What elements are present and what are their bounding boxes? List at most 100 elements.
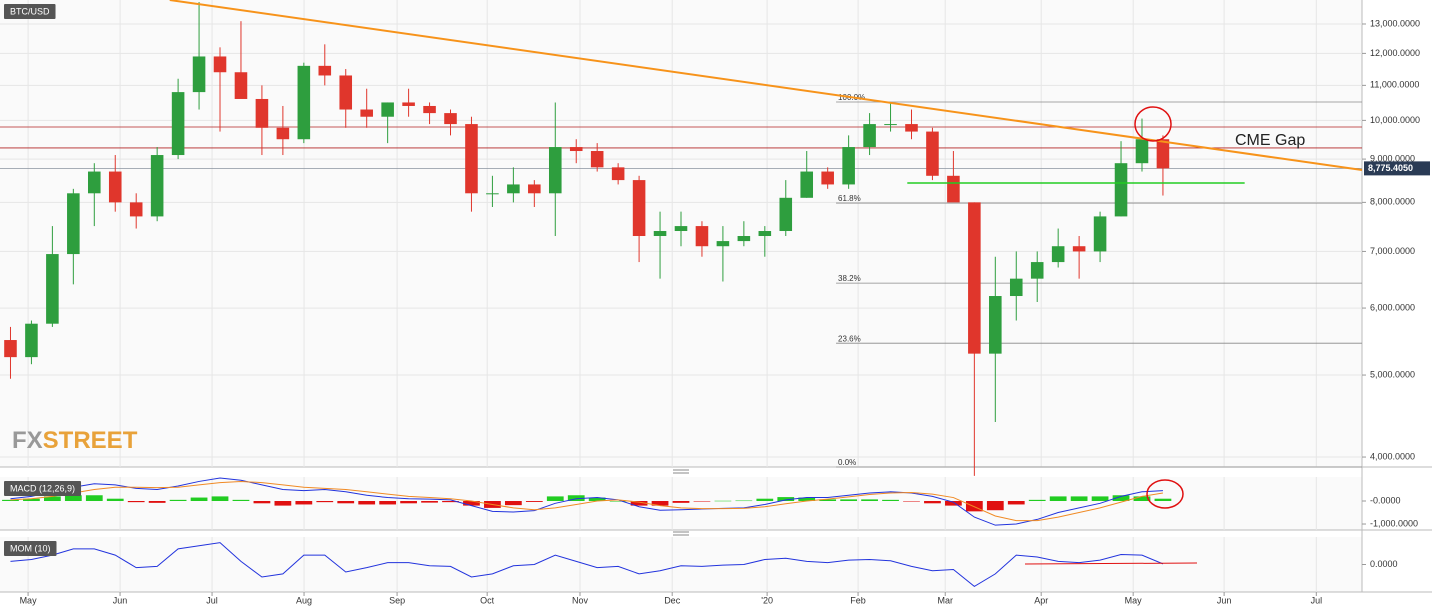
x-tick-label: Mar (937, 595, 953, 605)
histogram-bar (672, 501, 690, 503)
candle-body (339, 75, 353, 110)
logo-part: FX (12, 427, 43, 454)
histogram-bar (169, 499, 187, 502)
panel-title-text: MACD (12,26,9) (10, 483, 75, 493)
histogram-bar (525, 501, 543, 502)
candle-body (129, 202, 143, 217)
histogram-bar (777, 497, 795, 502)
candle-body (569, 147, 583, 152)
histogram-bar (211, 496, 229, 502)
histogram-bar (714, 500, 732, 502)
histogram-bar (23, 498, 40, 502)
histogram-bar (756, 498, 774, 502)
candle-body (947, 175, 960, 203)
last-price-label: 8,775.4050 (1368, 163, 1413, 173)
macd-line (10, 480, 1164, 522)
candle-body (695, 226, 709, 247)
x-tick-label: Aug (296, 595, 312, 605)
candle-body (25, 323, 38, 358)
y-tick-label: 8,000.0000 (1370, 197, 1415, 207)
candle-body (4, 340, 17, 358)
drawn-line (1024, 562, 1198, 565)
panel-title: MACD (12,26,9) (4, 481, 82, 496)
candle-body (150, 155, 164, 217)
y-tick-label: 10,000.0000 (1370, 115, 1420, 125)
histogram-bar (504, 501, 522, 506)
x-tick-label: May (1125, 595, 1143, 605)
candle-body (213, 56, 227, 73)
histogram-bar (735, 500, 753, 502)
macd-line (10, 477, 1163, 526)
candle-body (276, 127, 290, 140)
histogram-bar (421, 501, 438, 503)
panel-title: BTC/USD (4, 4, 56, 19)
logo-part: STREET (43, 427, 138, 454)
candle-body (1051, 246, 1065, 263)
candle-body (318, 65, 332, 76)
candle-body (171, 92, 185, 156)
candle-body (632, 180, 646, 237)
candle-body (297, 65, 311, 140)
candle-body (1072, 246, 1086, 252)
fib-label: 0.0% (838, 458, 856, 467)
candle-body (611, 167, 625, 181)
candle-body (108, 171, 122, 203)
candle-body (989, 296, 1002, 354)
histogram-bar (986, 501, 1004, 511)
histogram-bar (798, 497, 816, 502)
macd-panel (0, 477, 1362, 530)
x-tick-label: Dec (664, 595, 681, 605)
histogram-bar (965, 501, 983, 512)
highlight-circle (1146, 479, 1184, 509)
candle-body (716, 241, 730, 247)
candle-body (381, 102, 394, 117)
y-tick-label: 6,000.0000 (1370, 302, 1415, 312)
histogram-bar (567, 495, 585, 502)
candle-body (863, 124, 876, 148)
y-tick-label: 5,000.0000 (1370, 369, 1415, 379)
histogram-bar (819, 499, 837, 502)
y-tick-label: 0.0000 (1370, 559, 1398, 569)
candle-body (444, 113, 457, 125)
candle-body (548, 147, 562, 194)
logo: FXSTREET (12, 427, 138, 454)
panel-title-text: BTC/USD (10, 6, 50, 16)
candle-body (653, 231, 667, 237)
candle-body (192, 56, 206, 93)
candle-body (779, 197, 793, 232)
histogram-bar (127, 501, 145, 503)
highlight-circle (1134, 106, 1172, 142)
histogram-bar (882, 499, 899, 502)
histogram-bar (1028, 499, 1046, 502)
x-tick-label: Feb (850, 595, 866, 605)
histogram-bar (1091, 496, 1109, 502)
panel-title-text: MOM (10) (10, 543, 51, 553)
candle-body (758, 231, 772, 237)
y-tick-label: 7,000.0000 (1370, 246, 1415, 256)
histogram-bar (609, 501, 627, 502)
histogram-bar (840, 499, 858, 502)
candle-body (402, 102, 415, 106)
candle-body (968, 202, 981, 354)
candle-body (360, 109, 373, 117)
y-tick-label: 9,000.0000 (1370, 153, 1415, 163)
grip (673, 531, 689, 536)
histogram-bar (903, 501, 920, 502)
y-tick-label: 12,000.0000 (1370, 48, 1420, 58)
histogram-bar (253, 501, 271, 504)
histogram-bar (337, 501, 355, 504)
y-tick-label: -0.0000 (1370, 495, 1401, 505)
x-tick-label: Oct (480, 595, 495, 605)
grip (673, 469, 689, 474)
y-tick-label: -1,000.0000 (1370, 518, 1418, 528)
histogram-bar (1154, 498, 1172, 502)
histogram-bar (400, 501, 417, 504)
trendline (169, 0, 1363, 172)
histogram-bar (106, 498, 124, 502)
x-tick-label: Nov (572, 595, 589, 605)
y-tick-label: 11,000.0000 (1370, 80, 1419, 90)
x-tick-label: Jun (1217, 595, 1232, 605)
candle-body (737, 236, 751, 242)
candle-body (884, 124, 897, 126)
